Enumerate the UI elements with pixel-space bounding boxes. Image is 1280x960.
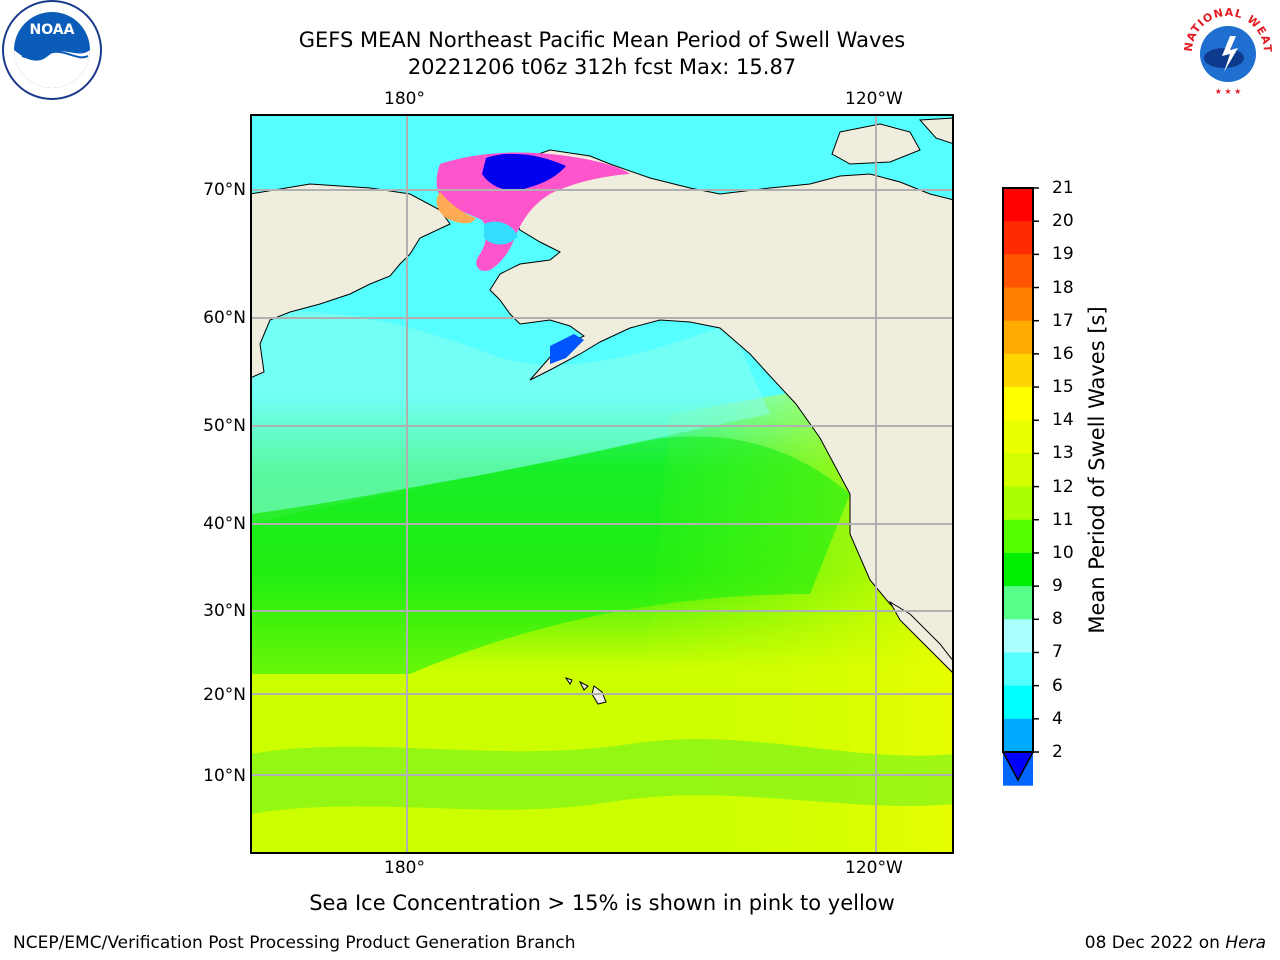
sea-ice-orange: [436, 192, 476, 224]
lat-label-40n: 40°N: [203, 514, 246, 534]
noaa-logo: NOAA: [2, 0, 102, 100]
colorbar-tick-label: 4: [1052, 708, 1063, 729]
colorbar-cell: [1003, 486, 1033, 521]
lat-label-60n: 60°N: [203, 308, 246, 328]
colorbar-cell: [1003, 420, 1033, 454]
colorbar-tick-label: 11: [1052, 509, 1074, 530]
colorbar-cell: [1003, 519, 1033, 554]
footer-credit: NCEP/EMC/Verification Post Processing Pr…: [13, 933, 576, 953]
colorbar-tick-label: 6: [1052, 675, 1063, 696]
noaa-logo-text: NOAA: [30, 22, 75, 38]
lon-label-bottom-120w: 120°W: [845, 858, 903, 878]
lat-label-50n: 50°N: [203, 416, 246, 436]
colorbar-tick-label: 12: [1052, 476, 1074, 497]
colorbar-tick-label: 10: [1052, 542, 1074, 563]
ocean-band-cyan: [250, 311, 770, 514]
land-arctic-island-2: [918, 117, 954, 145]
colorbar-cell: [1003, 685, 1033, 720]
land-hawaii: [564, 677, 607, 705]
colorbar-cell: [1003, 320, 1033, 355]
land-north-america: [489, 149, 954, 675]
colorbar-tick-label: 18: [1052, 277, 1074, 298]
map-plot: [250, 114, 954, 854]
colorbar-cell: [1003, 586, 1033, 620]
ocean-band-green: [250, 436, 850, 674]
colorbar-tick-label: 16: [1052, 343, 1074, 364]
sea-ice-pink: [436, 152, 630, 271]
map-frame: [250, 114, 954, 854]
lon-label-bottom-180: 180°: [384, 858, 425, 878]
colorbar-tick-label: 7: [1052, 642, 1063, 663]
colorbar-cell: [1003, 453, 1033, 488]
map-title: GEFS MEAN Northeast Pacific Mean Period …: [298, 28, 906, 52]
lat-label-70n: 70°N: [203, 180, 246, 200]
colorbar-cell: [1003, 387, 1033, 421]
graticule: [250, 114, 954, 854]
sea-ice-deep-blue: [482, 153, 566, 191]
land-siberia: [250, 183, 451, 379]
colorbar-cell: [1003, 254, 1033, 289]
colorbar-tick-label: 9: [1052, 576, 1063, 597]
lon-label-top-180: 180°: [384, 89, 425, 109]
colorbar-cell: [1003, 221, 1033, 255]
sea-ice-note: Sea Ice Concentration > 15% is shown in …: [309, 891, 895, 915]
colorbar-tick-label: 13: [1052, 443, 1074, 464]
svg-text:★ ★ ★: ★ ★ ★: [1215, 87, 1242, 96]
colorbar-cell: [1003, 287, 1033, 322]
colorbar-tick-label: 2: [1052, 742, 1063, 762]
colorbar-tick-label: 20: [1052, 211, 1074, 232]
nws-logo: NATIONAL WEATHER SERVICE ★ ★ ★: [1178, 0, 1274, 98]
lat-label-30n: 30°N: [203, 601, 246, 621]
lat-label-10n: 10°N: [203, 766, 246, 786]
colorbar-cell: [1003, 718, 1033, 753]
colorbar-cell: [1003, 619, 1033, 653]
colorbar-tick-label: 19: [1052, 244, 1074, 265]
colorbar-tick-label: 21: [1052, 178, 1074, 198]
lat-label-20n: 20°N: [203, 685, 246, 705]
map-subtitle: 20221206 t06z 312h fcst Max: 15.87: [407, 55, 797, 79]
bristol-bay-water: [550, 334, 584, 364]
footer-date: 08 Dec 2022 on Hera: [1085, 933, 1266, 953]
colorbar-title: Mean Period of Swell Waves [s]: [1085, 306, 1109, 634]
ocean-band-south: [250, 739, 954, 814]
bering-strait-water: [484, 221, 518, 245]
land-baja: [888, 600, 954, 675]
colorbar-cell: [1003, 552, 1033, 587]
lon-label-top-120w: 120°W: [845, 89, 903, 109]
colorbar: [1001, 187, 1039, 786]
footer-host: Hera: [1225, 933, 1266, 953]
footer-date-text: 08 Dec 2022 on: [1084, 933, 1226, 953]
colorbar-cell: [1003, 188, 1033, 222]
colorbar-tick-label: 8: [1052, 609, 1063, 630]
colorbar-tick-label: 17: [1052, 310, 1074, 331]
colorbar-cell: [1003, 353, 1033, 388]
colorbar-cell: [1003, 652, 1033, 687]
colorbar-tick-label: 15: [1052, 377, 1074, 398]
colorbar-tick-label: 14: [1052, 410, 1074, 431]
